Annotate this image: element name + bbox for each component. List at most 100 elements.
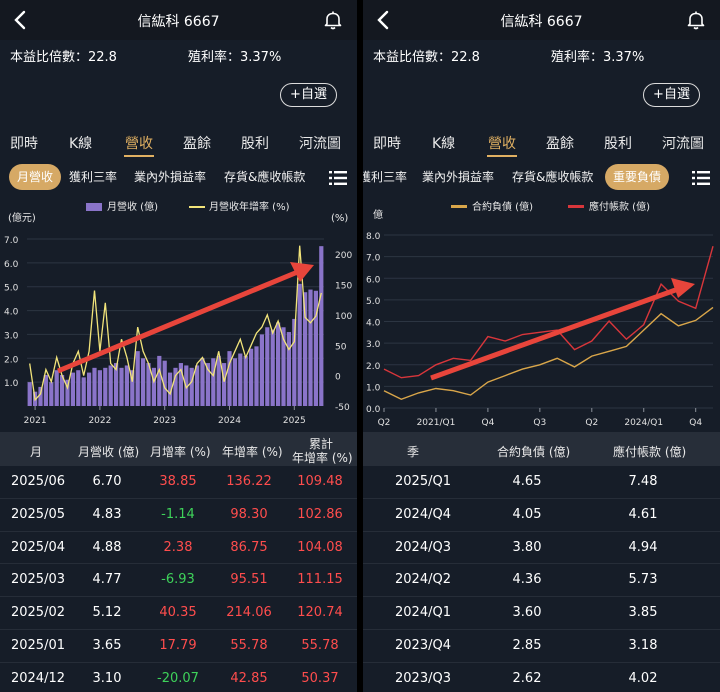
revenue-bar: [130, 370, 135, 406]
tab-river-chart[interactable]: 河流圖: [299, 136, 341, 152]
table-cell: 17.79: [159, 637, 197, 653]
table-row[interactable]: 2023/Q3 2.62 4.02: [363, 663, 720, 692]
tab-revenue[interactable]: 營收: [125, 136, 153, 152]
table-row[interactable]: 2025/Q1 4.65 7.48: [363, 466, 720, 499]
list-menu-icon[interactable]: [692, 171, 710, 185]
table-cell: 3.18: [628, 637, 658, 653]
col-quarter: 季: [407, 445, 420, 459]
table-cell: 55.78: [301, 637, 339, 653]
revenue-bar: [141, 358, 146, 406]
legend-bar-label: 月營收 (億): [107, 200, 158, 213]
subtab-inventory-receivables[interactable]: 存貨&應收帳款: [512, 170, 594, 184]
contract-liabilities-line: [383, 306, 714, 401]
tab-dividend[interactable]: 股利: [241, 136, 269, 152]
add-watchlist-button[interactable]: +自選: [643, 83, 700, 107]
table-cell: 40.35: [159, 605, 197, 621]
tab-dividend[interactable]: 股利: [604, 136, 632, 152]
revenue-bar: [70, 372, 75, 406]
table-cell: 2025/03: [10, 572, 65, 588]
add-watchlist-button[interactable]: +自選: [280, 83, 337, 107]
subtab-profit-ratios[interactable]: 獲利三率: [363, 170, 408, 184]
bell-icon[interactable]: [323, 10, 343, 30]
revenue-bar: [151, 367, 156, 406]
table-cell: 104.08: [297, 539, 343, 555]
table-cell: 2.62: [512, 670, 542, 686]
legend-payable-label: 應付帳款 (億): [589, 200, 650, 213]
table-row[interactable]: 2025/03 4.77 -6.93 95.51 111.15: [0, 564, 357, 598]
revenue-bar: [168, 372, 173, 406]
table-row[interactable]: 2023/Q4 2.85 3.18: [363, 630, 720, 663]
subtab-operating-ratio[interactable]: 業內外損益率: [134, 170, 207, 184]
right-axis-unit: (%): [331, 213, 348, 224]
tab-river-chart[interactable]: 河流圖: [662, 136, 704, 152]
y-tick-label: 5.0: [366, 297, 381, 307]
revenue-bar: [297, 283, 302, 406]
trend-arrow-shaft: [430, 285, 682, 381]
y2-tick-label: 100: [335, 312, 352, 322]
y-tick-label: 6.0: [4, 260, 19, 270]
back-arrow-icon[interactable]: [10, 9, 32, 31]
legend-line-swatch: [189, 206, 205, 208]
tab-revenue[interactable]: 營收: [488, 136, 516, 152]
list-menu-icon[interactable]: [329, 171, 347, 185]
table-row[interactable]: 2024/Q2 4.36 5.73: [363, 564, 720, 598]
bell-icon[interactable]: [686, 10, 706, 30]
y-tick-label: 5.0: [4, 284, 19, 294]
page-title: 信紘科 6667: [137, 14, 220, 30]
monthly-revenue-panel: 信紘科 6667 本益比倍數：22.8 殖利率：3.37% +自選 即時 K線 …: [0, 0, 357, 692]
table-cell: 2.85: [512, 637, 542, 653]
table-cell: 2023/Q4: [395, 637, 451, 653]
revenue-bar: [227, 351, 232, 406]
table-cell: 3.60: [512, 605, 542, 621]
subtab-inventory-receivables[interactable]: 存貨&應收帳款: [224, 170, 306, 184]
revenue-bar: [189, 367, 194, 406]
col-cumulative-yoy: 年增率 (%): [292, 451, 353, 465]
x-tick-label: Q2: [378, 418, 391, 428]
left-axis-unit: (億元): [8, 211, 36, 224]
table-cell: 111.15: [297, 572, 343, 588]
table-cell: 3.10: [92, 670, 122, 686]
revenue-bar: [254, 346, 259, 406]
x-tick-label: Q4: [689, 418, 702, 428]
table-cell: 5.12: [92, 605, 122, 621]
table-row[interactable]: 2025/02 5.12 40.35 214.06 120.74: [0, 597, 357, 630]
table-cell: 120.74: [297, 605, 343, 621]
table-cell: 102.86: [297, 506, 343, 522]
table-row[interactable]: 2024/Q1 3.60 3.85: [363, 597, 720, 630]
tab-realtime[interactable]: 即時: [10, 136, 38, 152]
active-tab-indicator: [487, 155, 517, 157]
main-tabs: 即時 K線 營收 盈餘 股利 河流圖: [0, 128, 357, 158]
table-cell: 4.05: [512, 506, 542, 522]
table-cell: 4.83: [92, 506, 122, 522]
main-tabs: 即時 K線 營收 盈餘 股利 河流圖: [363, 128, 720, 158]
y-tick-label: 7.0: [4, 236, 19, 246]
sub-tabs: 月營收 獲利三率 業內外損益率 存貨&應收帳款: [0, 162, 357, 192]
x-tick-label: Q3: [533, 418, 546, 428]
subtab-profit-ratios[interactable]: 獲利三率: [69, 170, 118, 184]
tab-earnings[interactable]: 盈餘: [183, 136, 211, 152]
revenue-bar: [276, 322, 281, 406]
table-row[interactable]: 2025/05 4.83 -1.14 98.30 102.86: [0, 499, 357, 532]
table-row[interactable]: 2024/12 3.10 -20.07 42.85 50.37: [0, 663, 357, 692]
table-cell: -20.07: [157, 670, 199, 686]
table-row[interactable]: 2024/Q4 4.05 4.61: [363, 499, 720, 532]
tab-kline[interactable]: K線: [69, 136, 93, 152]
subtab-key-liabilities[interactable]: 重要負債: [605, 164, 669, 190]
table-row[interactable]: 2024/Q3 3.80 4.94: [363, 532, 720, 565]
table-row[interactable]: 2025/04 4.88 2.38 86.75 104.08: [0, 532, 357, 565]
table-row[interactable]: 2025/06 6.70 38.85 136.22 109.48: [0, 466, 357, 499]
subtab-operating-ratio[interactable]: 業內外損益率: [422, 170, 495, 184]
tab-earnings[interactable]: 盈餘: [546, 136, 574, 152]
table-row[interactable]: 2025/01 3.65 17.79 55.78 55.78: [0, 630, 357, 663]
revenue-bar: [119, 367, 124, 406]
x-tick-label: 2024/Q1: [624, 418, 663, 428]
col-cumulative: 累計: [309, 437, 334, 451]
tab-realtime[interactable]: 即時: [373, 136, 401, 152]
x-tick-label: Q4: [481, 418, 494, 428]
tab-kline[interactable]: K線: [432, 136, 456, 152]
back-arrow-icon[interactable]: [373, 9, 395, 31]
liabilities-chart: 0.0 1.0 2.0 3.0 4.0 5.0 6.0 7.0 8.0 Q2 2021/Q1 Q4 Q…: [366, 200, 714, 428]
subtab-monthly-revenue[interactable]: 月營收: [9, 164, 61, 190]
legend-payable-swatch: [568, 205, 584, 208]
table-cell: 6.70: [92, 474, 122, 489]
